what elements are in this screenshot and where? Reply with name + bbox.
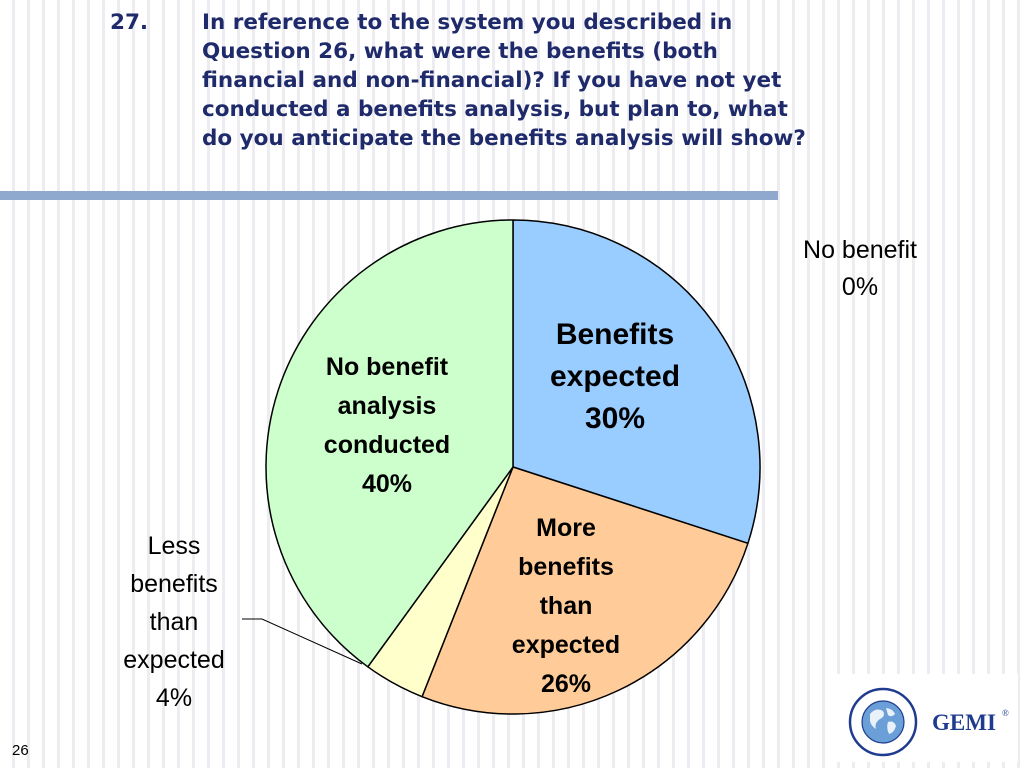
question-title: 27. In reference to the system you descri… bbox=[110, 8, 1010, 153]
slice-label-benefits-expected: Benefits expected 30% bbox=[550, 318, 680, 435]
slice-label-less-benefits: Less benefits than expected 4% bbox=[123, 532, 224, 712]
slice-label-line: expected bbox=[512, 631, 620, 659]
slice-label-line: expected bbox=[123, 646, 224, 674]
slice-label-line: benefits bbox=[518, 553, 614, 581]
question-number: 27. bbox=[110, 10, 149, 35]
logo-registered: ® bbox=[1002, 708, 1009, 718]
slice-label-line: 30% bbox=[585, 402, 645, 435]
slice-label-line: conducted bbox=[324, 431, 450, 459]
slice-label-no-analysis: No benefit analysis conducted 40% bbox=[324, 353, 450, 498]
slice-label-line: 4% bbox=[156, 684, 192, 712]
slice-label-line: Less bbox=[148, 532, 201, 560]
question-line-1: In reference to the system you described… bbox=[202, 10, 733, 35]
globe-icon bbox=[861, 700, 905, 744]
slice-label-no-benefit: No benefit 0% bbox=[803, 236, 917, 301]
logo-text: GEMI bbox=[932, 710, 996, 735]
question-line-5: do you anticipate the benefits analysis … bbox=[202, 126, 806, 151]
leader-line-less-benefits bbox=[242, 618, 363, 665]
globe-continents bbox=[870, 708, 896, 734]
slice-label-line: than bbox=[150, 608, 199, 636]
logo-ring bbox=[848, 687, 918, 757]
slice-label-line: 26% bbox=[541, 670, 591, 698]
question-line-2: Question 26, what were the benefits (bot… bbox=[202, 39, 718, 64]
question-line-4: conducted a benefits analysis, but plan … bbox=[202, 97, 788, 122]
pie-slice-benefits-expected bbox=[512, 219, 761, 545]
slice-label-line: No benefit bbox=[803, 236, 917, 264]
gemi-logo: GEMI ® bbox=[836, 674, 1018, 762]
slice-label-line: 0% bbox=[842, 273, 878, 301]
slice-label-line: 40% bbox=[362, 470, 412, 498]
slice-label-line: expected bbox=[550, 360, 680, 393]
slide-number: 26 bbox=[12, 742, 29, 759]
question-line-3: financial and non-financial)? If you hav… bbox=[202, 68, 782, 93]
pie-slice-more-benefits bbox=[421, 466, 749, 715]
pie-slice-no-analysis bbox=[265, 219, 514, 668]
slice-label-line: benefits bbox=[130, 570, 218, 598]
slice-label-line: than bbox=[540, 592, 593, 620]
slice-label-line: Benefits bbox=[556, 318, 674, 351]
slice-label-line: analysis bbox=[338, 392, 437, 420]
slice-label-more-benefits: More benefits than expected 26% bbox=[512, 514, 620, 698]
slice-label-line: More bbox=[536, 514, 596, 542]
title-divider bbox=[0, 191, 778, 200]
slice-label-line: No benefit bbox=[326, 353, 449, 381]
gemi-logo-graphic: GEMI ® bbox=[848, 687, 1009, 757]
